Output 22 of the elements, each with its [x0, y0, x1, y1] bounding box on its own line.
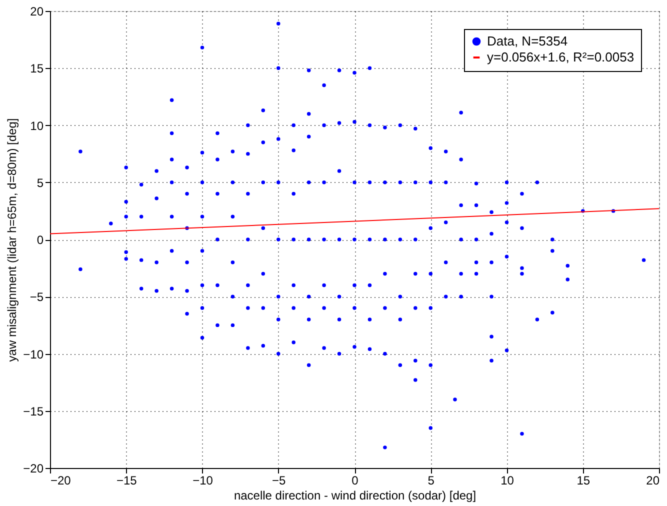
- x-tick-label: 5: [428, 474, 435, 488]
- y-tick-label: 5: [36, 176, 44, 190]
- x-tick-label: −10: [192, 474, 214, 488]
- y-tick-label: −10: [23, 347, 44, 362]
- x-tick-label: −5: [272, 474, 286, 488]
- x-tick-label: −20: [50, 474, 72, 488]
- x-tick-label: 15: [576, 474, 590, 488]
- y-tick-label: −5: [30, 290, 44, 304]
- x-tick-label: 20: [646, 474, 660, 488]
- x-tick-label: 10: [500, 474, 514, 488]
- y-tick-label: −15: [23, 404, 44, 418]
- y-tick-label: 10: [30, 118, 44, 133]
- y-tick-label: 0: [36, 233, 44, 247]
- y-axis-title: yaw misalignment (lidar h=65m, d=80m) [deg]: [5, 118, 20, 362]
- x-tick-label: −15: [116, 474, 138, 488]
- legend-label: y=0.056x+1.6, R²=0.0053: [487, 50, 634, 64]
- legend-label: Data, N=5354: [487, 34, 568, 48]
- y-tick-label: 15: [30, 62, 44, 76]
- x-tick-label: 0: [352, 474, 359, 488]
- y-tick-label: −20: [23, 462, 44, 476]
- x-axis-title: nacelle direction - wind direction (sodar) [deg]: [234, 488, 476, 502]
- y-tick-label: 20: [30, 4, 44, 18]
